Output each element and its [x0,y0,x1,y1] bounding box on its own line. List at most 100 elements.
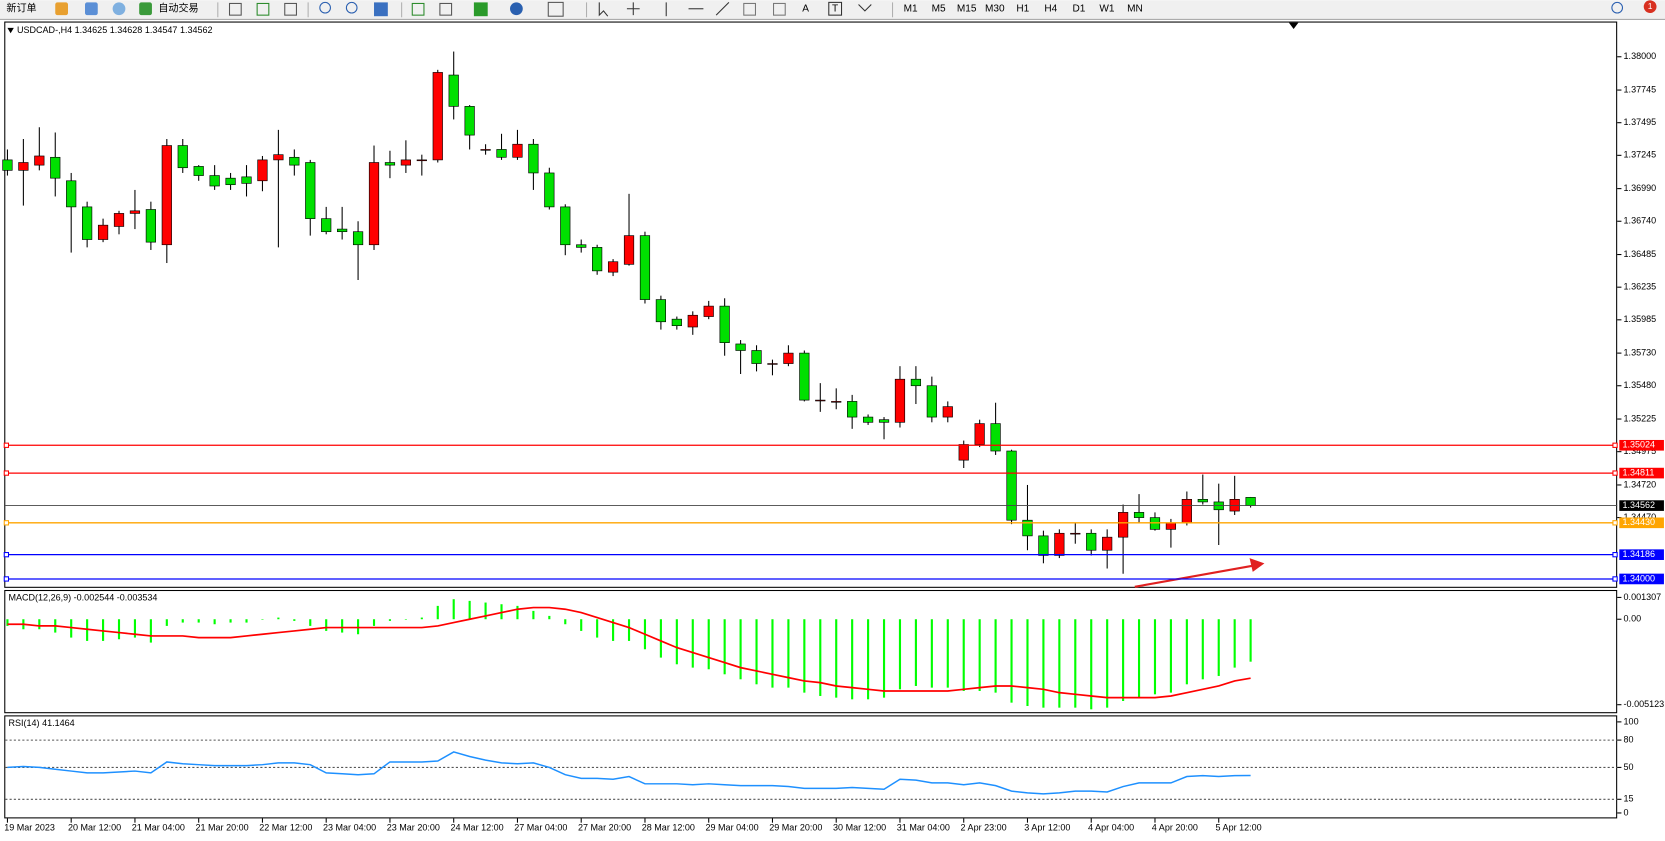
macd-bar [1042,619,1045,708]
search[interactable] [1611,1,1624,14]
icon[interactable] [547,1,564,17]
macd-bar [1217,619,1220,676]
arrows-tool[interactable] [858,4,872,12]
macd-bar [755,619,758,685]
x-tick-label: 3 Apr 12:00 [1024,822,1070,832]
macd-bar [1010,619,1013,703]
macd-bar [1122,619,1125,701]
level-handle [3,470,10,476]
level-handle [1612,470,1618,476]
icon[interactable] [228,2,242,16]
x-tick-label: 21 Mar 20:00 [196,822,249,832]
macd-bar [1233,619,1236,668]
y-tick-label: 1.37745 [1624,84,1657,94]
macd-bar [325,619,328,631]
macd-bar [962,619,965,691]
x-tick-label: 30 Mar 12:00 [833,822,886,832]
zoom-out[interactable] [345,1,358,14]
icon[interactable] [374,2,388,17]
macd-header: MACD(12,26,9) -0.002544 -0.003534 [9,593,158,603]
drawn-arrow[interactable] [1134,564,1254,588]
macd-bar [978,619,981,691]
candle-body [878,419,890,423]
macd-bar [1201,619,1204,680]
icon[interactable] [256,2,270,16]
icon[interactable] [743,2,756,16]
level-label: 1.34430 [1622,517,1655,527]
candle-body [384,162,396,166]
x-tick-label: 20 Mar 12:00 [68,822,121,832]
candle-body [623,235,635,265]
macd-bar [564,619,567,625]
macd-bar [452,599,455,620]
y-tick-label: 1.35225 [1624,413,1657,423]
level-handle [1612,576,1618,582]
macd-bar [436,605,439,620]
timeframe-button[interactable]: MN [1127,3,1143,14]
chart-shift-marker[interactable] [1288,22,1299,29]
y-tick-label: -0.005123 [1624,699,1665,709]
candle-body [639,235,651,300]
label-tool[interactable]: T [832,3,838,14]
candle-body [1118,512,1129,538]
icon[interactable] [510,2,523,16]
icon[interactable] [772,2,786,16]
new-order-button[interactable]: 新订单 [6,1,36,14]
main-panel [4,21,1618,588]
icon[interactable] [85,2,98,16]
icon[interactable] [284,2,297,16]
chart-window [4,21,1665,841]
candle-body [783,352,794,364]
macd-bar [548,615,551,620]
crosshair-tool[interactable] [626,2,640,16]
x-tick-label: 28 Mar 12:00 [642,822,695,832]
level-handle [3,576,10,582]
x-tick-label: 29 Mar 20:00 [769,822,822,832]
candle-body [1054,532,1065,556]
symbol-menu[interactable] [7,27,14,34]
icon[interactable] [411,2,425,16]
header-part: 1.34628 [110,25,143,35]
timeframe-button[interactable]: M30 [985,3,1005,14]
candle-body [145,209,156,243]
macd-bar [117,619,121,640]
macd-bar [38,619,41,630]
zoom-in[interactable] [319,1,331,14]
timeframe-button[interactable]: M1 [904,3,918,14]
icon[interactable] [439,2,453,16]
icon[interactable] [55,2,69,16]
icon[interactable] [139,2,152,16]
candle-body [528,143,539,174]
trendline-tool[interactable] [715,2,730,16]
macd-bar [898,619,902,690]
x-tick-label: 27 Mar 20:00 [578,822,631,832]
candle-body [847,401,858,418]
icon[interactable] [473,2,488,17]
level-label: 1.35024 [1622,440,1655,450]
x-tick-label: 5 Apr 12:00 [1216,822,1262,832]
timeframe-button[interactable]: H4 [1044,3,1057,14]
macd-panel [4,589,1618,714]
cursor-tool[interactable] [598,2,609,17]
text-tool[interactable]: A [802,3,809,14]
timeframe-button[interactable]: W1 [1099,3,1115,14]
candle-body [289,156,300,166]
candle-body [177,145,188,169]
macd-bar [946,619,949,688]
candle-body [34,155,45,166]
header-part: 1.34547 [145,25,178,35]
timeframe-button[interactable]: H1 [1016,3,1029,14]
macd-bar [596,619,599,638]
x-tick-label: 24 Mar 12:00 [451,822,504,832]
macd-bar [372,619,376,626]
timeframe-button[interactable]: M5 [932,3,946,14]
notification-badge[interactable] [1643,0,1657,14]
timeframe-button[interactable]: D1 [1072,3,1085,14]
y-tick-label: 1.35730 [1624,347,1657,357]
icon[interactable] [112,2,126,16]
level-label: 1.34000 [1622,573,1655,583]
candle-body [942,406,953,418]
auto-trading-button[interactable]: 自动交易 [158,1,198,14]
timeframe-button[interactable]: M15 [957,3,977,14]
badge-count: 1 [1648,1,1653,11]
